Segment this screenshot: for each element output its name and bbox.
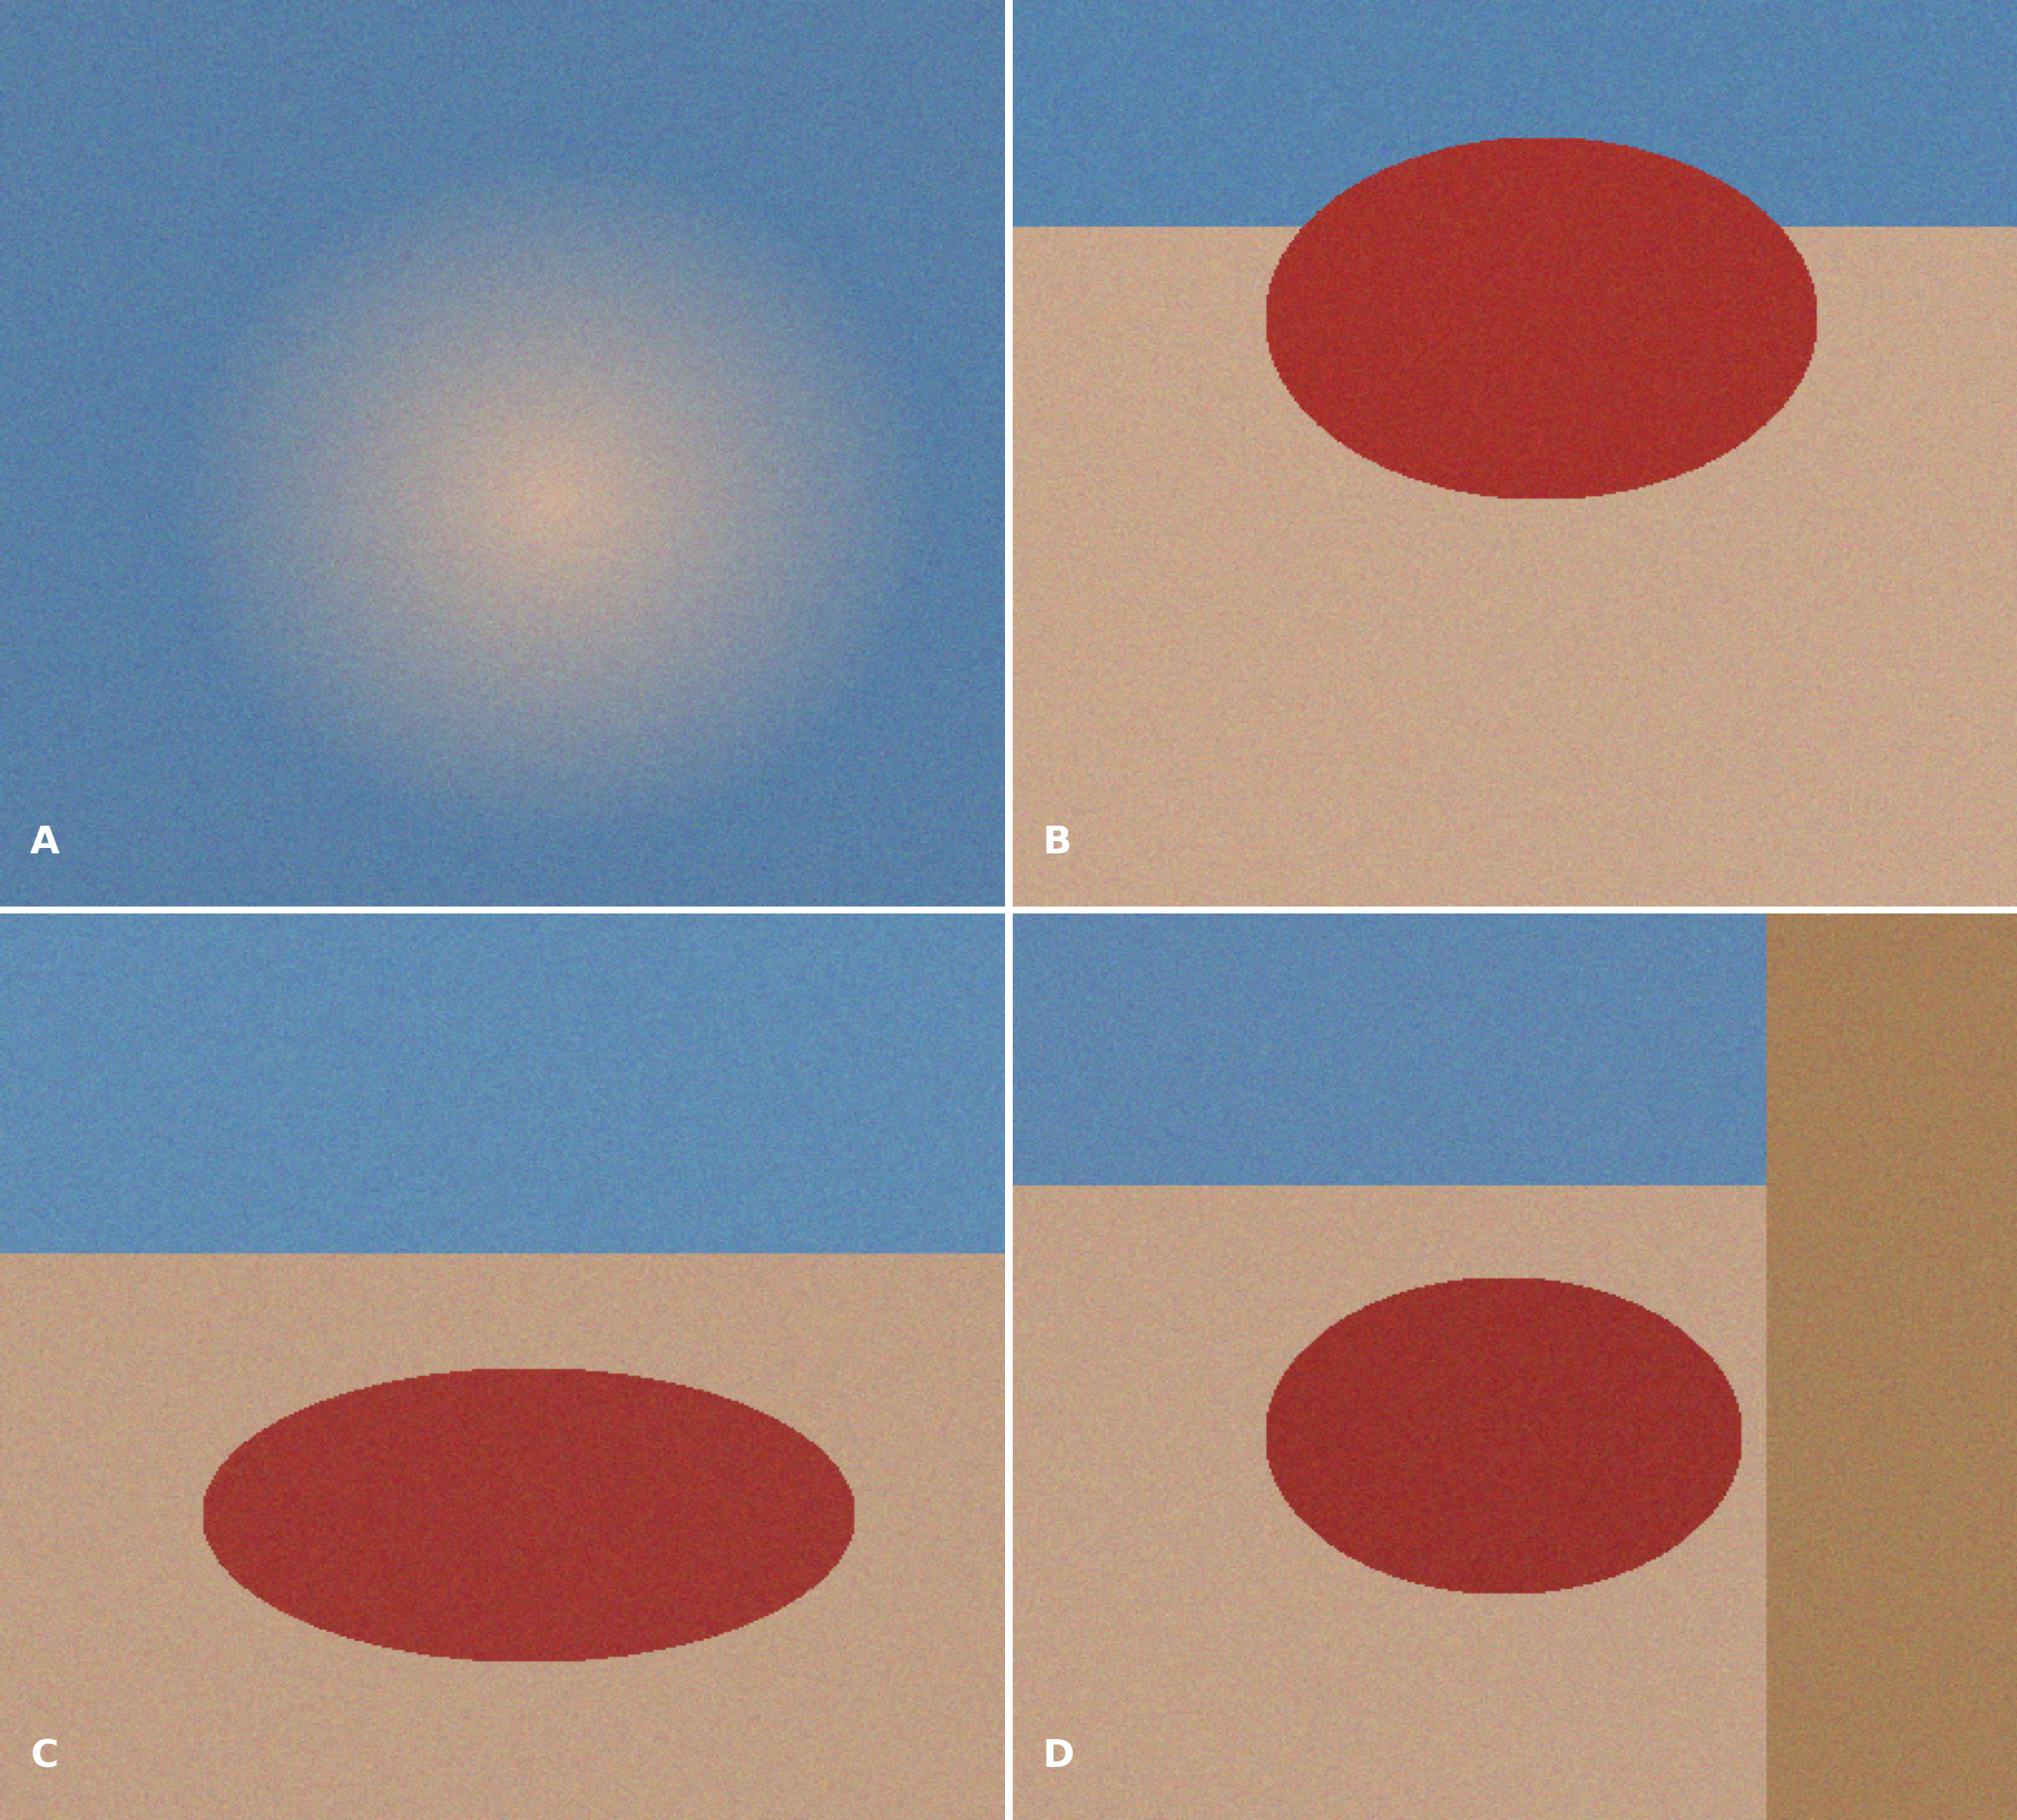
Text: D: D bbox=[1043, 1738, 1075, 1775]
Text: C: C bbox=[30, 1738, 58, 1775]
Text: A: A bbox=[30, 824, 61, 861]
Text: B: B bbox=[1043, 824, 1071, 861]
